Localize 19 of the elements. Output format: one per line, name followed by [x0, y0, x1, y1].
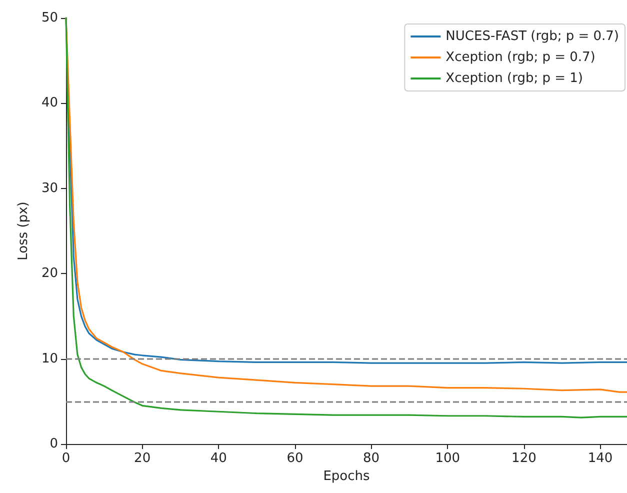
x-tick-label: 60	[286, 451, 304, 466]
x-tick-label: 120	[512, 451, 536, 466]
legend-label: NUCES-FAST (rgb; p = 0.7)	[446, 29, 620, 44]
x-tick-label: 140	[588, 451, 613, 466]
y-tick-label: 20	[41, 266, 58, 282]
y-axis-title: Loss (px)	[16, 202, 31, 260]
y-tick-label: 50	[41, 10, 58, 26]
y-tick-label: 10	[41, 351, 58, 366]
legend-label: Xception (rgb; p = 1)	[446, 71, 583, 86]
x-tick-label: 20	[134, 451, 151, 466]
x-tick-label: 100	[435, 451, 460, 466]
y-tick-label: 0	[50, 436, 58, 452]
y-tick-label: 40	[41, 96, 58, 111]
y-tick-label: 30	[41, 180, 58, 196]
x-tick-label: 0	[62, 451, 70, 466]
legend-label: Xception (rgb; p = 0.7)	[446, 50, 596, 65]
x-axis-title: Epochs	[323, 469, 370, 484]
x-tick-label: 80	[363, 451, 380, 466]
x-tick-label: 40	[210, 451, 227, 466]
